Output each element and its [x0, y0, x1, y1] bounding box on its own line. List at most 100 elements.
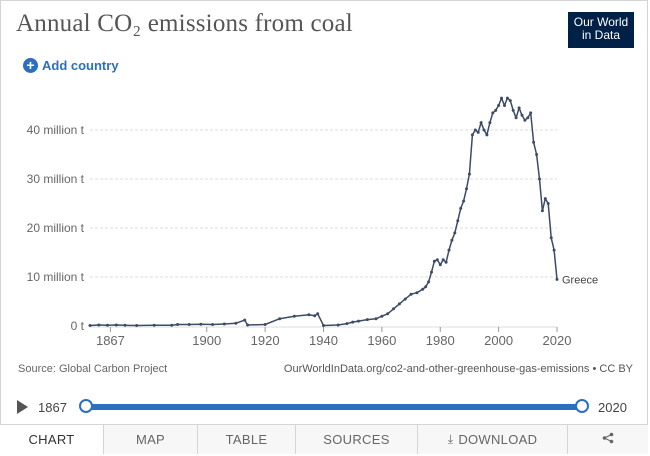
- timeline-end-label: 2020: [598, 400, 627, 415]
- data-point: [555, 277, 559, 281]
- add-country-label: Add country: [42, 58, 119, 73]
- data-point: [473, 128, 477, 132]
- tab-sources[interactable]: SOURCES: [296, 425, 418, 454]
- data-point: [462, 199, 466, 203]
- data-point: [403, 297, 407, 301]
- grid-lines: [90, 129, 557, 328]
- data-point: [535, 153, 539, 156]
- tab-table-label: TABLE: [225, 432, 268, 447]
- data-point: [508, 99, 512, 103]
- data-point: [152, 323, 156, 327]
- data-point: [494, 108, 498, 112]
- data-point: [243, 318, 247, 322]
- data-point: [523, 118, 527, 122]
- x-tick-label: 1940: [309, 333, 338, 348]
- tab-sources-label: SOURCES: [323, 432, 390, 447]
- data-point: [532, 140, 536, 144]
- data-point: [292, 314, 296, 318]
- tab-map[interactable]: MAP: [104, 425, 198, 454]
- data-point: [538, 177, 541, 181]
- data-point: [187, 323, 191, 326]
- line-chart: 0 t 10 million t 20 million t 30 million t 4…: [27, 96, 598, 348]
- tab-chart[interactable]: CHART: [0, 425, 104, 454]
- owid-logo[interactable]: Our World in Data: [568, 12, 634, 48]
- tab-table[interactable]: TABLE: [198, 425, 296, 454]
- data-point: [503, 104, 506, 107]
- tab-chart-label: CHART: [28, 432, 75, 447]
- data-point: [476, 130, 480, 134]
- data-point: [432, 259, 436, 263]
- data-point: [444, 260, 448, 264]
- timeline-track[interactable]: [86, 404, 582, 410]
- x-tick-label: 2020: [543, 333, 572, 348]
- data-point: [549, 236, 553, 240]
- data-point: [453, 231, 457, 235]
- data-point: [529, 111, 533, 115]
- data-point: [106, 323, 109, 327]
- data-point: [427, 280, 431, 284]
- data-point: [500, 96, 503, 100]
- timeline-end-handle[interactable]: [575, 399, 589, 413]
- series-layer: Greece: [88, 96, 598, 327]
- data-point: [488, 121, 492, 125]
- share-icon: [602, 432, 614, 447]
- x-axis-ticks: 1867 1900 1920 1940 1960 1980 2000 2020: [96, 327, 571, 348]
- logo-line-2: in Data: [581, 28, 621, 42]
- data-point: [234, 321, 238, 325]
- data-point: [246, 323, 250, 327]
- timeline-start-handle[interactable]: [79, 399, 93, 413]
- data-point: [386, 312, 390, 316]
- data-point: [88, 324, 92, 327]
- data-point: [135, 324, 139, 327]
- data-point: [485, 133, 489, 137]
- add-country-button[interactable]: + Add country: [23, 58, 119, 73]
- plus-icon: +: [23, 58, 38, 73]
- y-tick-label: 10 million t: [27, 270, 85, 284]
- tab-share[interactable]: [568, 425, 648, 454]
- y-tick-label: 20 million t: [27, 221, 85, 235]
- data-point: [415, 291, 419, 295]
- data-point: [459, 206, 463, 210]
- data-point: [380, 314, 384, 318]
- data-point: [479, 121, 483, 125]
- data-point: [351, 320, 355, 324]
- data-point: [482, 128, 486, 132]
- series-line-greece[interactable]: [89, 97, 558, 327]
- tab-download[interactable]: ⤓ DOWNLOAD: [418, 425, 568, 454]
- data-point: [546, 202, 550, 205]
- data-point: [313, 314, 317, 318]
- data-point: [467, 172, 471, 176]
- data-point: [447, 248, 451, 252]
- play-icon[interactable]: [17, 400, 28, 414]
- series-label-greece[interactable]: Greece: [562, 274, 598, 286]
- data-point: [438, 263, 442, 267]
- y-axis-ticks: 0 t 10 million t 20 million t 30 million t 4…: [27, 123, 85, 333]
- data-point: [211, 323, 215, 326]
- data-point: [397, 302, 401, 306]
- data-point: [114, 323, 118, 327]
- license-link[interactable]: OurWorldInData.org/co2-and-other-greenho…: [283, 363, 633, 375]
- data-point: [278, 317, 282, 321]
- x-tick-label: 1900: [192, 333, 221, 348]
- y-tick-label: 0 t: [71, 319, 85, 333]
- data-point: [505, 96, 509, 100]
- source-note: Source: Global Carbon Project: [18, 363, 168, 375]
- data-point: [322, 324, 325, 327]
- data-point: [526, 116, 530, 120]
- data-point: [514, 116, 518, 120]
- data-point: [465, 187, 468, 191]
- data-point: [170, 323, 174, 327]
- data-point: [470, 133, 474, 137]
- data-point: [517, 106, 521, 110]
- data-point: [456, 219, 460, 223]
- download-icon: ⤓: [447, 432, 454, 446]
- tab-download-label: DOWNLOAD: [458, 432, 538, 447]
- data-point: [497, 104, 501, 107]
- y-tick-label: 40 million t: [27, 123, 85, 137]
- data-point: [316, 312, 320, 316]
- x-tick-label: 1920: [251, 333, 280, 348]
- x-tick-label: 1867: [96, 333, 125, 348]
- data-point: [97, 323, 101, 327]
- data-point: [520, 113, 524, 117]
- data-point: [176, 323, 180, 326]
